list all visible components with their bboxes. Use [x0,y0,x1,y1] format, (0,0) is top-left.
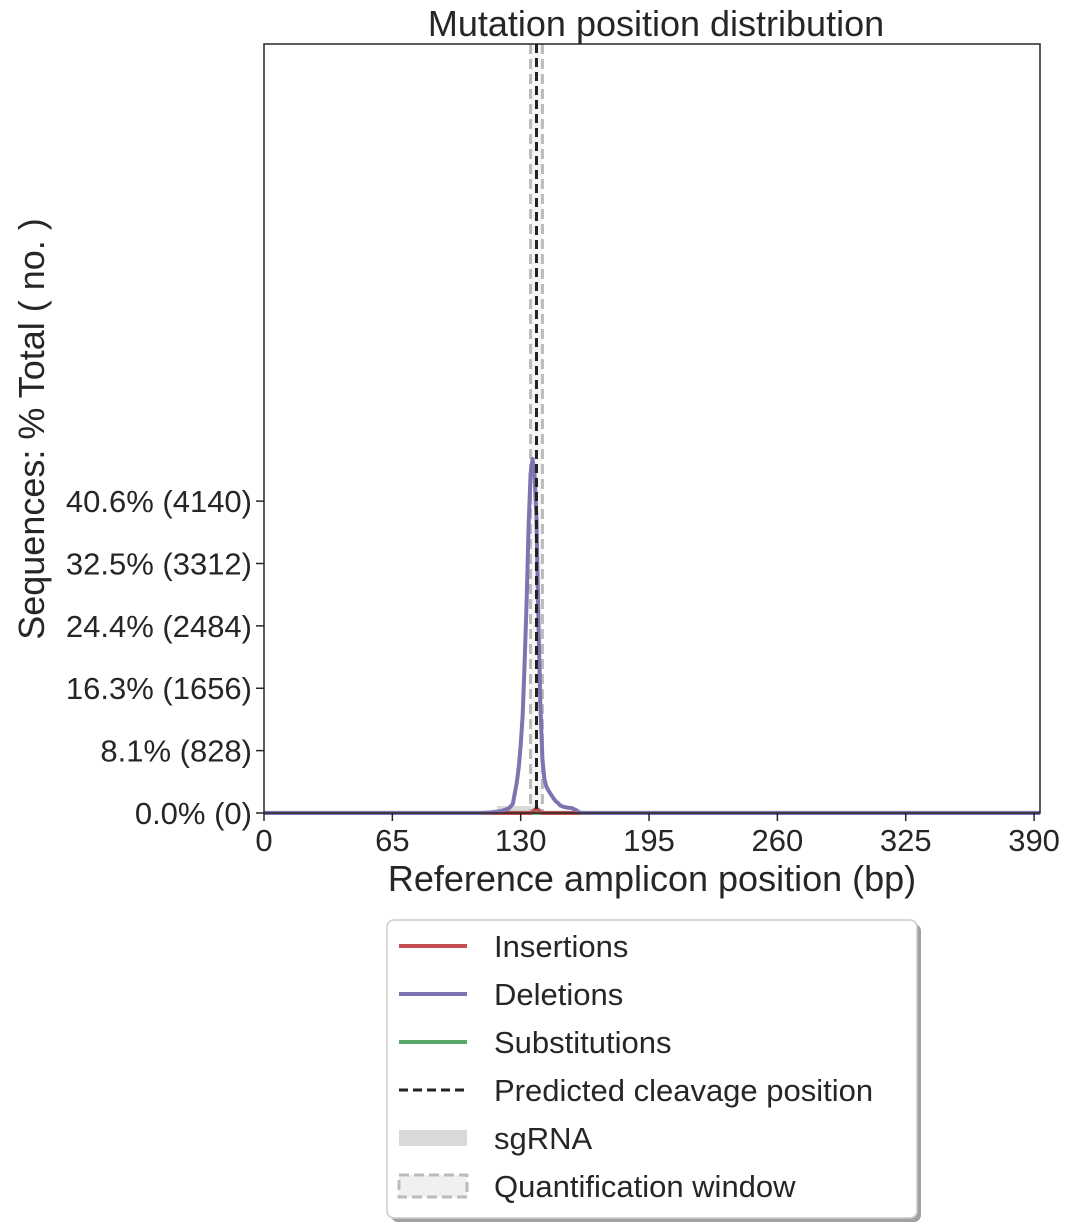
x-axis-label: Reference amplicon position (bp) [388,858,916,899]
y-tick-label: 16.3% (1656) [66,671,252,706]
legend-items: Insertions Deletions Substitutions Predicte… [397,929,873,1204]
legend-swatch-quantification-window [397,1173,469,1199]
y-tick-label: 24.4% (2484) [66,609,252,644]
x-tick-label: 390 [1008,823,1060,858]
x-tick-label: 65 [375,823,409,858]
plot-area [263,43,1041,815]
y-axis-ticks: 0.0% (0) 8.1% (828) 16.3% (1656) 24.4% (248… [66,484,264,831]
x-tick-label: 195 [623,823,675,858]
legend-box [386,919,918,1219]
x-tick-label: 325 [880,823,932,858]
x-axis-ticks: 0 65 130 195 260 325 390 [255,813,1060,858]
legend: Insertions Deletions Substitutions Predicte… [386,919,921,1222]
legend-label-sgrna: sgRNA [494,1121,593,1156]
y-tick-label: 32.5% (3312) [66,546,252,581]
x-tick-label: 130 [495,823,547,858]
x-tick-label: 0 [255,823,272,858]
legend-label-quantification-window: Quantification window [494,1169,796,1204]
plot-background [264,44,1040,813]
y-tick-label: 8.1% (828) [100,734,252,769]
legend-label-deletions: Deletions [494,977,623,1012]
plot-frame [263,43,1041,814]
legend-swatch-sgrna [399,1130,467,1146]
y-tick-label: 40.6% (4140) [66,484,252,519]
series-line-deletions [264,456,1040,815]
legend-label-insertions: Insertions [494,929,628,964]
y-tick-label: 0.0% (0) [135,796,252,831]
legend-label-substitutions: Substitutions [494,1025,672,1060]
chart-title: Mutation position distribution [428,3,884,44]
x-tick-label: 260 [752,823,804,858]
legend-label-predicted-cleavage-position: Predicted cleavage position [494,1073,873,1108]
y-axis-label: Sequences: % Total ( no. ) [11,218,52,640]
sgrna-bar [496,806,537,813]
